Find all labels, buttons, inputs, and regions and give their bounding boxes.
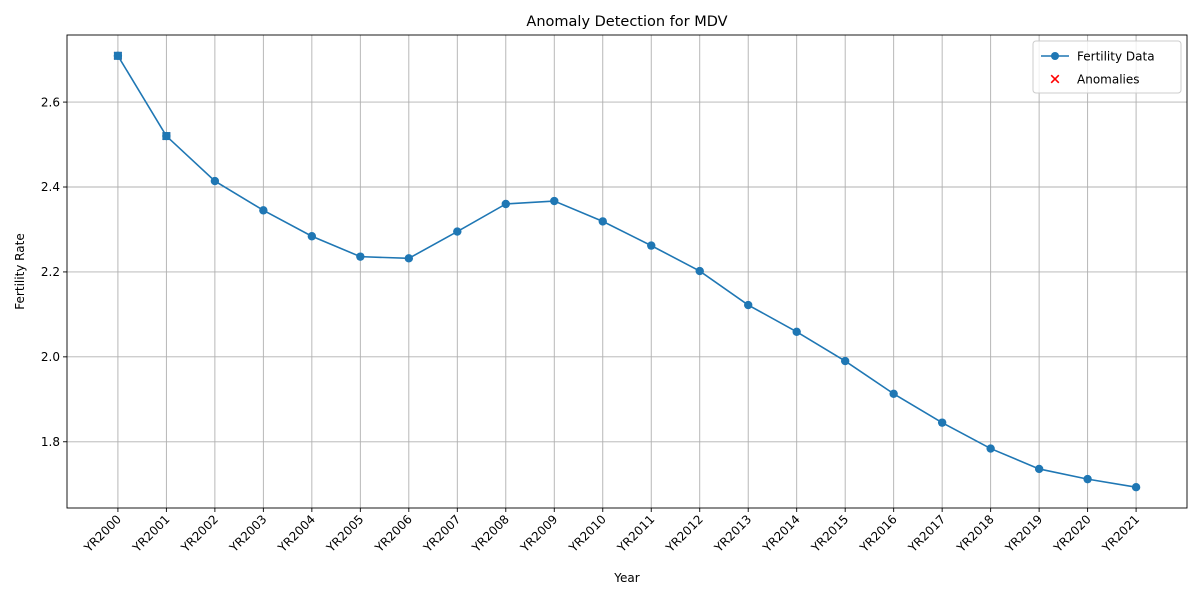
- chart-title: Anomaly Detection for MDV: [526, 14, 727, 30]
- x-tick-label: YR2017: [905, 512, 948, 555]
- data-point: [356, 252, 365, 261]
- x-tick-label: YR2003: [226, 512, 269, 555]
- data-point: [1034, 464, 1044, 474]
- data-point: [695, 266, 704, 276]
- data-point: [1131, 482, 1141, 492]
- data-point: [453, 227, 462, 236]
- plot-frame: [66, 34, 1188, 509]
- data-point: [404, 254, 414, 263]
- x-tick-label: YR2004: [275, 512, 318, 555]
- data-point: [744, 300, 753, 310]
- x-tick-label: YR2010: [566, 512, 609, 555]
- x-tick-label: YR2013: [711, 512, 754, 555]
- data-point: [840, 356, 850, 366]
- data-point: [598, 217, 607, 226]
- legend-circle-icon: [1051, 52, 1059, 60]
- y-axis-ticks: 1.8 2.0 2.2 2.4 2.6: [41, 95, 67, 449]
- y-tick-label: 2.4: [41, 180, 60, 194]
- y-tick-label: 2.0: [41, 350, 60, 364]
- anomaly-overlap-marker: [113, 51, 122, 60]
- data-point: [307, 232, 317, 241]
- x-tick-label: YR2009: [517, 512, 560, 555]
- data-point: [937, 418, 947, 427]
- data-points: [113, 51, 1141, 492]
- y-tick-label: 1.8: [41, 435, 60, 449]
- x-tick-label: YR2018: [953, 512, 996, 555]
- x-tick-label: YR2019: [1002, 512, 1045, 555]
- x-tick-label: YR2020: [1050, 512, 1093, 555]
- data-point: [889, 389, 898, 398]
- x-tick-label: YR2005: [323, 512, 366, 555]
- y-tick-label: 2.2: [41, 265, 60, 279]
- data-point: [647, 241, 656, 250]
- x-tick-label: YR2021: [1099, 512, 1142, 555]
- data-point: [792, 327, 801, 336]
- x-axis-label: Year: [613, 571, 639, 585]
- data-point: [501, 199, 510, 209]
- x-axis-ticks: YR2000 YR2001 YR2002 YR2003 YR2004 YR2005 YR20…: [81, 508, 1142, 556]
- data-point: [1083, 474, 1092, 484]
- legend-box: [1032, 40, 1182, 94]
- x-tick-label: YR2007: [420, 512, 463, 555]
- x-tick-label: YR2000: [81, 512, 124, 555]
- legend-x-icon: [1050, 74, 1060, 84]
- grid: [67, 35, 1187, 508]
- legend-label-fertility-data: Fertility Data: [1077, 49, 1155, 63]
- x-tick-label: YR2016: [856, 512, 899, 555]
- x-tick-label: YR2006: [372, 512, 415, 555]
- anomaly-points: [113, 51, 171, 141]
- x-tick-label: YR2011: [614, 512, 657, 555]
- data-point: [210, 176, 220, 186]
- data-point: [550, 196, 559, 206]
- anomaly-overlap-marker: [162, 132, 171, 141]
- x-tick-label: YR2008: [469, 512, 512, 555]
- legend-label-anomalies: Anomalies: [1077, 72, 1140, 86]
- x-tick-label: YR2012: [663, 512, 706, 555]
- y-axis-label: Fertility Rate: [13, 233, 27, 309]
- legend: Fertility Data Anomalies: [1032, 40, 1182, 94]
- data-point: [986, 444, 995, 453]
- data-point: [259, 206, 268, 215]
- x-tick-label: YR2015: [808, 512, 851, 555]
- y-tick-label: 2.6: [41, 95, 60, 109]
- series-line-fertility-data: [117, 55, 1137, 488]
- x-tick-label: YR2002: [178, 512, 221, 555]
- x-tick-label: YR2014: [760, 512, 803, 555]
- x-tick-label: YR2001: [129, 512, 172, 555]
